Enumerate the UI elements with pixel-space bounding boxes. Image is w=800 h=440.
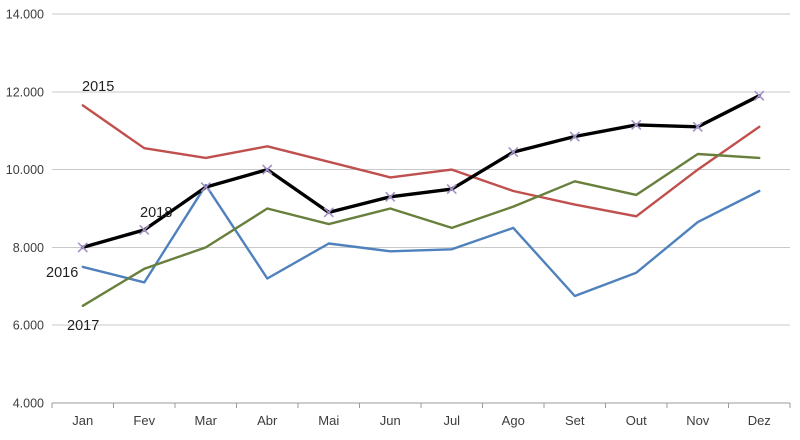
series-marker-x bbox=[508, 146, 519, 158]
x-tick-label: Abr bbox=[257, 413, 278, 428]
series-marker-x bbox=[77, 242, 88, 253]
y-tick-label: 6.000 bbox=[13, 319, 44, 333]
series-marker-x bbox=[262, 164, 273, 175]
y-tick-label: 12.000 bbox=[6, 85, 44, 99]
x-tick-label: Set bbox=[565, 413, 585, 428]
x-tick-label: Nov bbox=[686, 413, 710, 428]
series-line-2017 bbox=[81, 152, 761, 307]
series-marker-x bbox=[200, 181, 211, 193]
x-tick-label: Out bbox=[626, 413, 647, 428]
series-marker-x bbox=[692, 121, 703, 132]
series-label-2016: 2016 bbox=[46, 265, 78, 281]
series-marker-x bbox=[385, 191, 396, 202]
series-marker-x bbox=[754, 90, 765, 101]
x-tick-label: Jul bbox=[443, 413, 460, 428]
x-tick-label: Ago bbox=[502, 413, 525, 428]
y-tick-label: 8.000 bbox=[13, 241, 44, 255]
y-tick-label: 10.000 bbox=[6, 163, 44, 177]
series-label-2018: 2018 bbox=[140, 205, 172, 221]
series-marker-x bbox=[323, 207, 334, 218]
x-tick-label: Jun bbox=[380, 413, 401, 428]
series-label-2015: 2015 bbox=[82, 79, 114, 95]
x-tick-label: Mai bbox=[318, 413, 339, 428]
series-marker-x bbox=[446, 183, 457, 195]
series-marker-x bbox=[631, 119, 642, 131]
x-tick-label: Fev bbox=[133, 413, 155, 428]
y-tick-label: 4.000 bbox=[13, 397, 44, 411]
x-tick-label: Jan bbox=[72, 413, 93, 428]
series-line-2018 bbox=[81, 93, 761, 250]
series-line-2016 bbox=[81, 183, 761, 298]
x-tick-label: Dez bbox=[748, 413, 771, 428]
series-label-2017: 2017 bbox=[67, 318, 99, 334]
series-marker-x bbox=[139, 224, 150, 236]
series-marker-x bbox=[569, 131, 580, 142]
y-tick-label: 14.000 bbox=[6, 8, 44, 22]
series-line-2015 bbox=[81, 104, 761, 218]
x-tick-label: Mar bbox=[195, 413, 218, 428]
